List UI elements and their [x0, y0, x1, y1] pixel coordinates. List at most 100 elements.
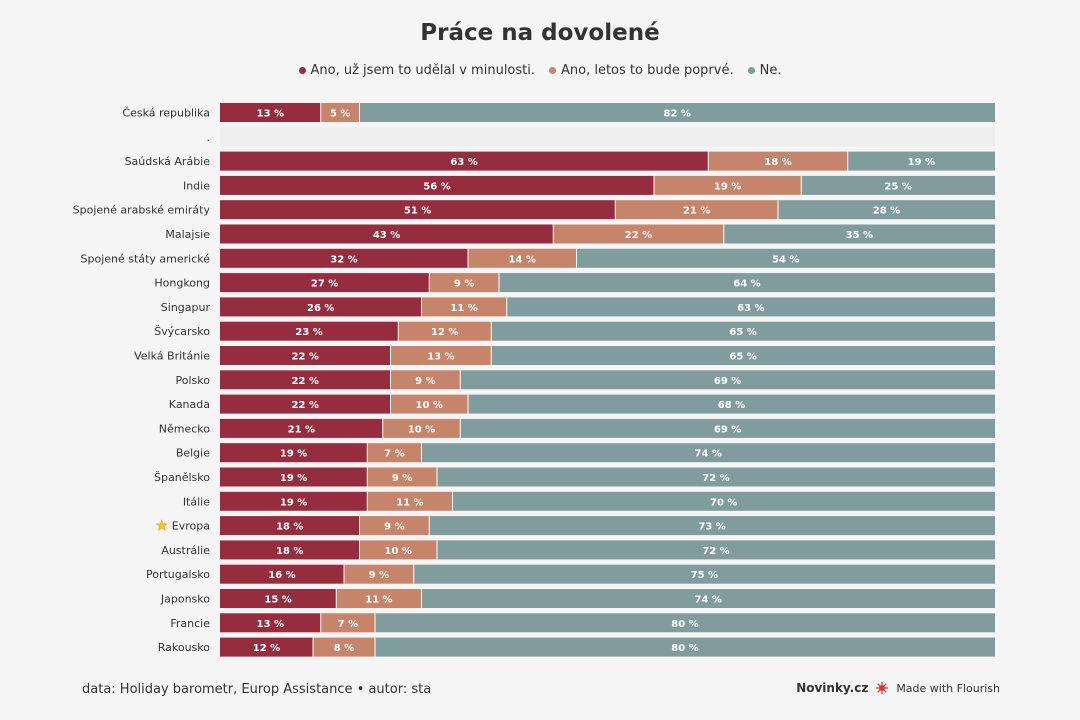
bar-segment[interactable]	[220, 443, 368, 463]
bar-segment[interactable]	[220, 248, 468, 268]
bar-value-label: 82 %	[664, 109, 691, 120]
brand-logo[interactable]: Novinky.cz	[796, 681, 869, 695]
bar-value-label: 7 %	[384, 449, 404, 460]
legend-label: Ano, letos to bude poprvé.	[561, 63, 734, 78]
bar-segment[interactable]	[847, 151, 995, 171]
row-label: Česká republika	[122, 107, 210, 120]
bar-segment[interactable]	[452, 491, 996, 511]
flourish-icon	[876, 682, 889, 694]
legend-item-no[interactable]: Ne.	[747, 63, 781, 78]
bar-value-label: 15 %	[264, 595, 291, 606]
bar-value-label: 72 %	[702, 546, 729, 557]
bar-segment[interactable]	[220, 297, 422, 317]
bar-segment[interactable]	[220, 321, 399, 341]
bar-segment[interactable]	[220, 467, 368, 487]
bar-segment[interactable]	[491, 321, 995, 341]
bar-value-label: 19 %	[280, 497, 307, 508]
bar-segment[interactable]	[468, 394, 995, 414]
bar-segment[interactable]	[708, 151, 848, 171]
bar-segment[interactable]	[437, 467, 995, 487]
bar-segment[interactable]	[654, 175, 802, 195]
bar-segment[interactable]	[220, 151, 709, 171]
bar-segment[interactable]	[220, 224, 554, 244]
bar-segment[interactable]	[344, 564, 414, 584]
bar-segment[interactable]	[320, 613, 375, 633]
bar-segment[interactable]	[460, 418, 995, 438]
bar-segment[interactable]	[220, 613, 321, 633]
bar-value-label: 65 %	[729, 352, 756, 363]
bar-segment[interactable]	[220, 491, 368, 511]
bar-segment[interactable]	[723, 224, 995, 244]
bar-segment[interactable]	[359, 540, 438, 560]
bar-segment[interactable]	[220, 589, 337, 608]
bar-value-label: 9 %	[384, 522, 404, 533]
bar-segment[interactable]	[220, 103, 321, 122]
bar-value-label: 27 %	[311, 279, 338, 290]
bar-segment[interactable]	[336, 589, 422, 608]
bar-segment[interactable]	[576, 248, 996, 268]
bar-value-label: 69 %	[714, 376, 741, 387]
bar-segment[interactable]	[367, 467, 437, 487]
bar-segment[interactable]	[220, 564, 344, 584]
legend-item-past[interactable]: Ano, už jsem to udělal v minulosti.	[298, 63, 535, 78]
bar-segment[interactable]	[460, 370, 995, 390]
bar-segment[interactable]	[491, 346, 995, 365]
bar-segment[interactable]	[382, 418, 461, 438]
bar-segment[interactable]	[220, 175, 654, 195]
bar-value-label: 74 %	[695, 595, 722, 606]
bar-segment[interactable]	[429, 516, 995, 536]
bar-segment[interactable]	[220, 273, 430, 293]
bar-segment[interactable]	[778, 200, 995, 220]
bar-segment[interactable]	[220, 394, 391, 414]
bar-segment[interactable]	[421, 589, 996, 608]
bar-segment[interactable]	[390, 346, 492, 365]
bar-segment[interactable]	[220, 346, 391, 365]
bar-value-label: 80 %	[671, 619, 698, 630]
bar-segment[interactable]	[506, 297, 995, 317]
row-label: Švýcarsko	[154, 325, 210, 338]
bar-segment[interactable]	[367, 443, 422, 463]
bar-segment[interactable]	[390, 370, 461, 390]
bar-segment[interactable]	[320, 103, 360, 122]
bar-segment[interactable]	[359, 516, 430, 536]
row-label: Singapur	[161, 301, 211, 314]
bar-value-label: 9 %	[454, 279, 474, 290]
legend-item-first-time[interactable]: Ano, letos to bude poprvé.	[549, 63, 734, 78]
bar-segment[interactable]	[437, 540, 995, 560]
made-with-flourish[interactable]: Made with Flourish	[896, 681, 1000, 695]
bar-segment[interactable]	[367, 491, 453, 511]
bar-value-label: 43 %	[373, 230, 400, 241]
bar-segment[interactable]	[390, 394, 469, 414]
bar-segment[interactable]	[615, 200, 778, 220]
bar-segment[interactable]	[359, 103, 996, 122]
bar-segment[interactable]	[313, 637, 375, 657]
bar-segment[interactable]	[429, 273, 499, 293]
bar-value-label: 13 %	[257, 619, 284, 630]
bar-segment[interactable]	[220, 516, 360, 536]
row-label: .	[207, 131, 211, 144]
bar-segment[interactable]	[413, 564, 995, 584]
bar-segment[interactable]	[220, 200, 616, 220]
bar-value-label: 11 %	[365, 595, 392, 606]
bar-segment[interactable]	[220, 370, 391, 390]
bar-value-label: 9 %	[369, 570, 389, 581]
bar-segment[interactable]	[220, 637, 313, 657]
bar-value-label: 14 %	[509, 254, 536, 265]
row-label: Evropa	[172, 520, 210, 533]
bar-segment[interactable]	[220, 418, 383, 438]
bar-segment[interactable]	[220, 540, 360, 560]
bar-segment[interactable]	[421, 443, 996, 463]
bar-segment[interactable]	[375, 613, 995, 633]
bar-segment[interactable]	[468, 248, 577, 268]
bar-value-label: 65 %	[729, 327, 756, 338]
bar-segment[interactable]	[421, 297, 507, 317]
bar-value-label: 72 %	[702, 473, 729, 484]
bar-value-label: 22 %	[292, 400, 319, 411]
bar-value-label: 19 %	[714, 181, 741, 192]
bar-segment[interactable]	[499, 273, 995, 293]
bar-segment[interactable]	[553, 224, 724, 244]
bar-segment[interactable]	[398, 321, 492, 341]
bar-value-label: 7 %	[338, 619, 358, 630]
bar-segment[interactable]	[375, 637, 995, 657]
bar-segment[interactable]	[801, 175, 995, 195]
